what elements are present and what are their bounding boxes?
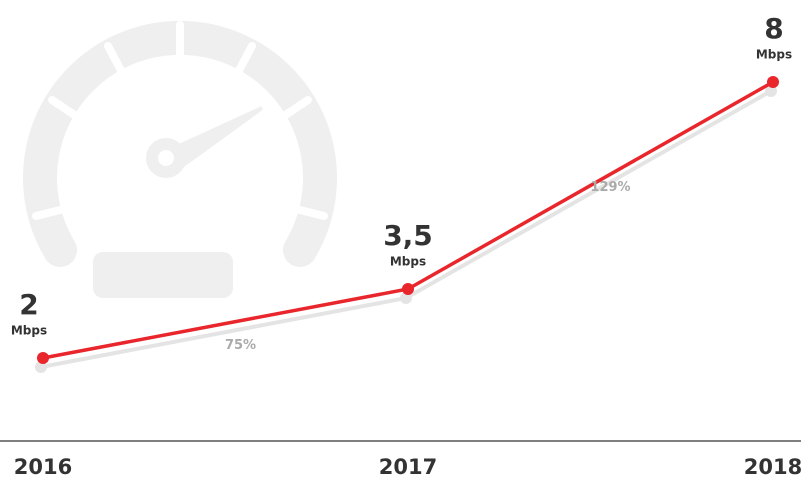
- speedometer-icon: [23, 20, 337, 298]
- point: [37, 352, 49, 364]
- x-tick-label: 2016: [14, 455, 72, 479]
- gauge-ticks: [32, 21, 328, 220]
- growth-label: 129%: [590, 180, 630, 195]
- value-label: 8: [764, 12, 783, 45]
- unit-label: Mbps: [11, 324, 47, 338]
- point: [767, 76, 779, 88]
- x-tick-label: 2018: [744, 455, 801, 479]
- point-shadow: [400, 292, 412, 304]
- unit-label: Mbps: [390, 255, 426, 269]
- point: [402, 283, 414, 295]
- value-label: 3,5: [383, 219, 433, 252]
- value-label: 2: [19, 288, 38, 321]
- needle: [172, 106, 264, 170]
- growth-label: 75%: [225, 338, 256, 353]
- gauge-display: [93, 252, 233, 298]
- unit-label: Mbps: [756, 48, 792, 62]
- x-tick-label: 2017: [379, 455, 437, 479]
- point-shadow: [765, 85, 777, 97]
- point-shadow: [35, 361, 47, 373]
